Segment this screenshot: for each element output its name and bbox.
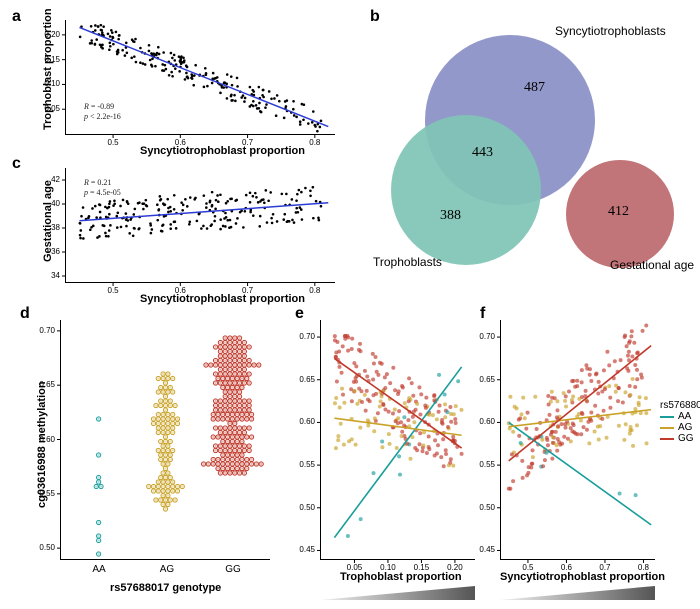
panel-label-f: f bbox=[480, 305, 485, 323]
legend: rs57688017 AA AG GG bbox=[660, 400, 700, 444]
panel-f-xlabel: Syncytiotrophoblast proportion bbox=[500, 571, 665, 583]
panel-f-gradient bbox=[500, 586, 655, 600]
legend-item-ag: AG bbox=[660, 422, 700, 433]
legend-swatch-gg bbox=[660, 438, 674, 440]
venn-count-sync: 487 bbox=[524, 80, 545, 96]
panel-d-cat-gg: GG bbox=[218, 564, 248, 575]
panel-label-d: d bbox=[20, 305, 30, 323]
venn-label-sync: Syncytiotrophoblasts bbox=[555, 24, 666, 38]
venn-label-gest: Gestational age bbox=[610, 258, 694, 272]
panel-d-ylabel: cg03616988 methylation bbox=[36, 381, 48, 508]
panel-e-xlabel: Trophoblast proportion bbox=[340, 571, 462, 583]
panel-d-beeswarm: 0.500.550.600.650.70 bbox=[60, 320, 270, 560]
legend-item-gg: GG bbox=[660, 433, 700, 444]
legend-item-aa: AA bbox=[660, 411, 700, 422]
panel-e-scatter: 0.050.100.150.200.450.500.550.600.650.70 bbox=[320, 320, 475, 560]
legend-title: rs57688017 bbox=[660, 400, 700, 411]
venn-count-troph: 388 bbox=[440, 208, 461, 224]
panel-b-venn bbox=[0, 0, 700, 300]
panel-d-xlabel: rs57688017 genotype bbox=[110, 582, 221, 594]
panel-label-e: e bbox=[295, 305, 304, 323]
panel-f-scatter: 0.50.60.70.80.450.500.550.600.650.70 bbox=[500, 320, 655, 560]
venn-label-troph: Trophoblasts bbox=[373, 255, 442, 269]
venn-circle-troph bbox=[391, 115, 541, 265]
legend-swatch-ag bbox=[660, 427, 674, 429]
legend-swatch-aa bbox=[660, 416, 674, 418]
panel-e-gradient bbox=[320, 586, 475, 600]
panel-d-cat-aa: AA bbox=[84, 564, 114, 575]
panel-d-cat-ag: AG bbox=[152, 564, 182, 575]
venn-count-overlap: 443 bbox=[472, 145, 493, 161]
venn-count-gest: 412 bbox=[608, 204, 629, 220]
